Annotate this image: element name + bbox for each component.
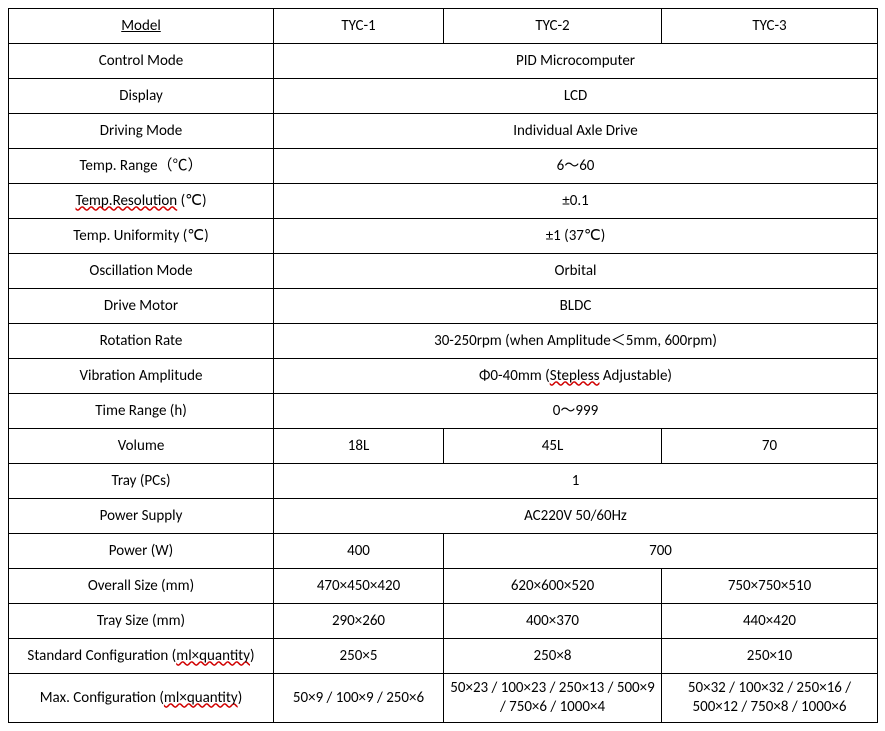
spec-table-body: Model TYC-1 TYC-2 TYC-3 Control Mode PID… bbox=[9, 9, 878, 723]
cell: Φ0-40mm (Stepless Adjustable) bbox=[274, 359, 878, 394]
cell: 50×23 / 100×23 / 250×13 / 500×9 / 750×6 … bbox=[444, 674, 662, 723]
table-row: Standard Configuration (ml×quantity) 250… bbox=[9, 639, 878, 674]
cell: 470×450×420 bbox=[274, 569, 444, 604]
cell: 250×8 bbox=[444, 639, 662, 674]
row-label: Model bbox=[9, 9, 274, 44]
row-label-part: Temp.Resolution bbox=[75, 192, 177, 210]
table-row: Overall Size (mm) 470×450×420 620×600×52… bbox=[9, 569, 878, 604]
cell: 70 bbox=[662, 429, 878, 464]
row-label: Drive Motor bbox=[9, 289, 274, 324]
row-label: Vibration Amplitude bbox=[9, 359, 274, 394]
table-row: Display LCD bbox=[9, 79, 878, 114]
table-row: Model TYC-1 TYC-2 TYC-3 bbox=[9, 9, 878, 44]
row-label: Display bbox=[9, 79, 274, 114]
cell: 750×750×510 bbox=[662, 569, 878, 604]
row-label: Control Mode bbox=[9, 44, 274, 79]
table-row: Volume 18L 45L 70 bbox=[9, 429, 878, 464]
row-label: Oscillation Mode bbox=[9, 254, 274, 289]
cell: 250×10 bbox=[662, 639, 878, 674]
table-row: Max. Configuration (ml×quantity) 50×9 / … bbox=[9, 674, 878, 723]
table-row: Oscillation Mode Orbital bbox=[9, 254, 878, 289]
cell: 50×9 / 100×9 / 250×6 bbox=[274, 674, 444, 723]
cell: Orbital bbox=[274, 254, 878, 289]
row-label-part: Max. Configuration ( bbox=[40, 689, 164, 707]
cell: 440×420 bbox=[662, 604, 878, 639]
cell: TYC-1 bbox=[274, 9, 444, 44]
cell: 0～999 bbox=[274, 394, 878, 429]
table-row: Rotation Rate 30-250rpm (when Amplitude＜… bbox=[9, 324, 878, 359]
cell: 290×260 bbox=[274, 604, 444, 639]
table-row: Drive Motor BLDC bbox=[9, 289, 878, 324]
table-row: Temp.Resolution (℃) ±0.1 bbox=[9, 184, 878, 219]
row-label: Power Supply bbox=[9, 499, 274, 534]
row-label-part: ) bbox=[238, 689, 243, 707]
table-row: Power Supply AC220V 50/60Hz bbox=[9, 499, 878, 534]
table-row: Vibration Amplitude Φ0-40mm (Stepless Ad… bbox=[9, 359, 878, 394]
cell: 1 bbox=[274, 464, 878, 499]
row-label-text: Model bbox=[121, 17, 161, 35]
row-label: Overall Size (mm) bbox=[9, 569, 274, 604]
cell-part: Stepless bbox=[550, 367, 600, 385]
row-label: Driving Mode bbox=[9, 114, 274, 149]
row-label: Standard Configuration (ml×quantity) bbox=[9, 639, 274, 674]
cell: 30-250rpm (when Amplitude＜5mm, 600rpm) bbox=[274, 324, 878, 359]
row-label-part: ) bbox=[250, 647, 255, 665]
table-row: Time Range (h) 0～999 bbox=[9, 394, 878, 429]
cell: AC220V 50/60Hz bbox=[274, 499, 878, 534]
row-label: Temp. Uniformity (℃) bbox=[9, 219, 274, 254]
cell: ±1 (37℃) bbox=[274, 219, 878, 254]
cell: 400×370 bbox=[444, 604, 662, 639]
cell: BLDC bbox=[274, 289, 878, 324]
cell: 6～60 bbox=[274, 149, 878, 184]
table-row: Temp. Range（℃） 6～60 bbox=[9, 149, 878, 184]
table-row: Power (W) 400 700 bbox=[9, 534, 878, 569]
cell-part: Adjustable) bbox=[599, 367, 671, 385]
cell: Individual Axle Drive bbox=[274, 114, 878, 149]
row-label-part: Standard Configuration ( bbox=[27, 647, 176, 665]
cell: 700 bbox=[444, 534, 878, 569]
cell: 400 bbox=[274, 534, 444, 569]
cell: TYC-2 bbox=[444, 9, 662, 44]
row-label: Rotation Rate bbox=[9, 324, 274, 359]
cell: ±0.1 bbox=[274, 184, 878, 219]
row-label-part: (℃) bbox=[177, 192, 206, 210]
row-label: Tray (PCs) bbox=[9, 464, 274, 499]
table-row: Tray (PCs) 1 bbox=[9, 464, 878, 499]
row-label: Temp. Range（℃） bbox=[9, 149, 274, 184]
cell-part: Φ0-40mm ( bbox=[479, 367, 550, 385]
row-label: Tray Size (mm) bbox=[9, 604, 274, 639]
cell: TYC-3 bbox=[662, 9, 878, 44]
row-label: Volume bbox=[9, 429, 274, 464]
cell: PID Microcomputer bbox=[274, 44, 878, 79]
row-label: Power (W) bbox=[9, 534, 274, 569]
cell: 620×600×520 bbox=[444, 569, 662, 604]
table-row: Tray Size (mm) 290×260 400×370 440×420 bbox=[9, 604, 878, 639]
cell: 18L bbox=[274, 429, 444, 464]
cell: 250×5 bbox=[274, 639, 444, 674]
row-label-part: ml×quantity bbox=[176, 647, 250, 665]
cell: LCD bbox=[274, 79, 878, 114]
row-label: Max. Configuration (ml×quantity) bbox=[9, 674, 274, 723]
row-label: Temp.Resolution (℃) bbox=[9, 184, 274, 219]
spec-table: Model TYC-1 TYC-2 TYC-3 Control Mode PID… bbox=[8, 8, 878, 723]
cell: 50×32 / 100×32 / 250×16 / 500×12 / 750×8… bbox=[662, 674, 878, 723]
row-label: Time Range (h) bbox=[9, 394, 274, 429]
table-row: Control Mode PID Microcomputer bbox=[9, 44, 878, 79]
row-label-part: ml×quantity bbox=[164, 689, 238, 707]
table-row: Temp. Uniformity (℃) ±1 (37℃) bbox=[9, 219, 878, 254]
cell: 45L bbox=[444, 429, 662, 464]
table-row: Driving Mode Individual Axle Drive bbox=[9, 114, 878, 149]
